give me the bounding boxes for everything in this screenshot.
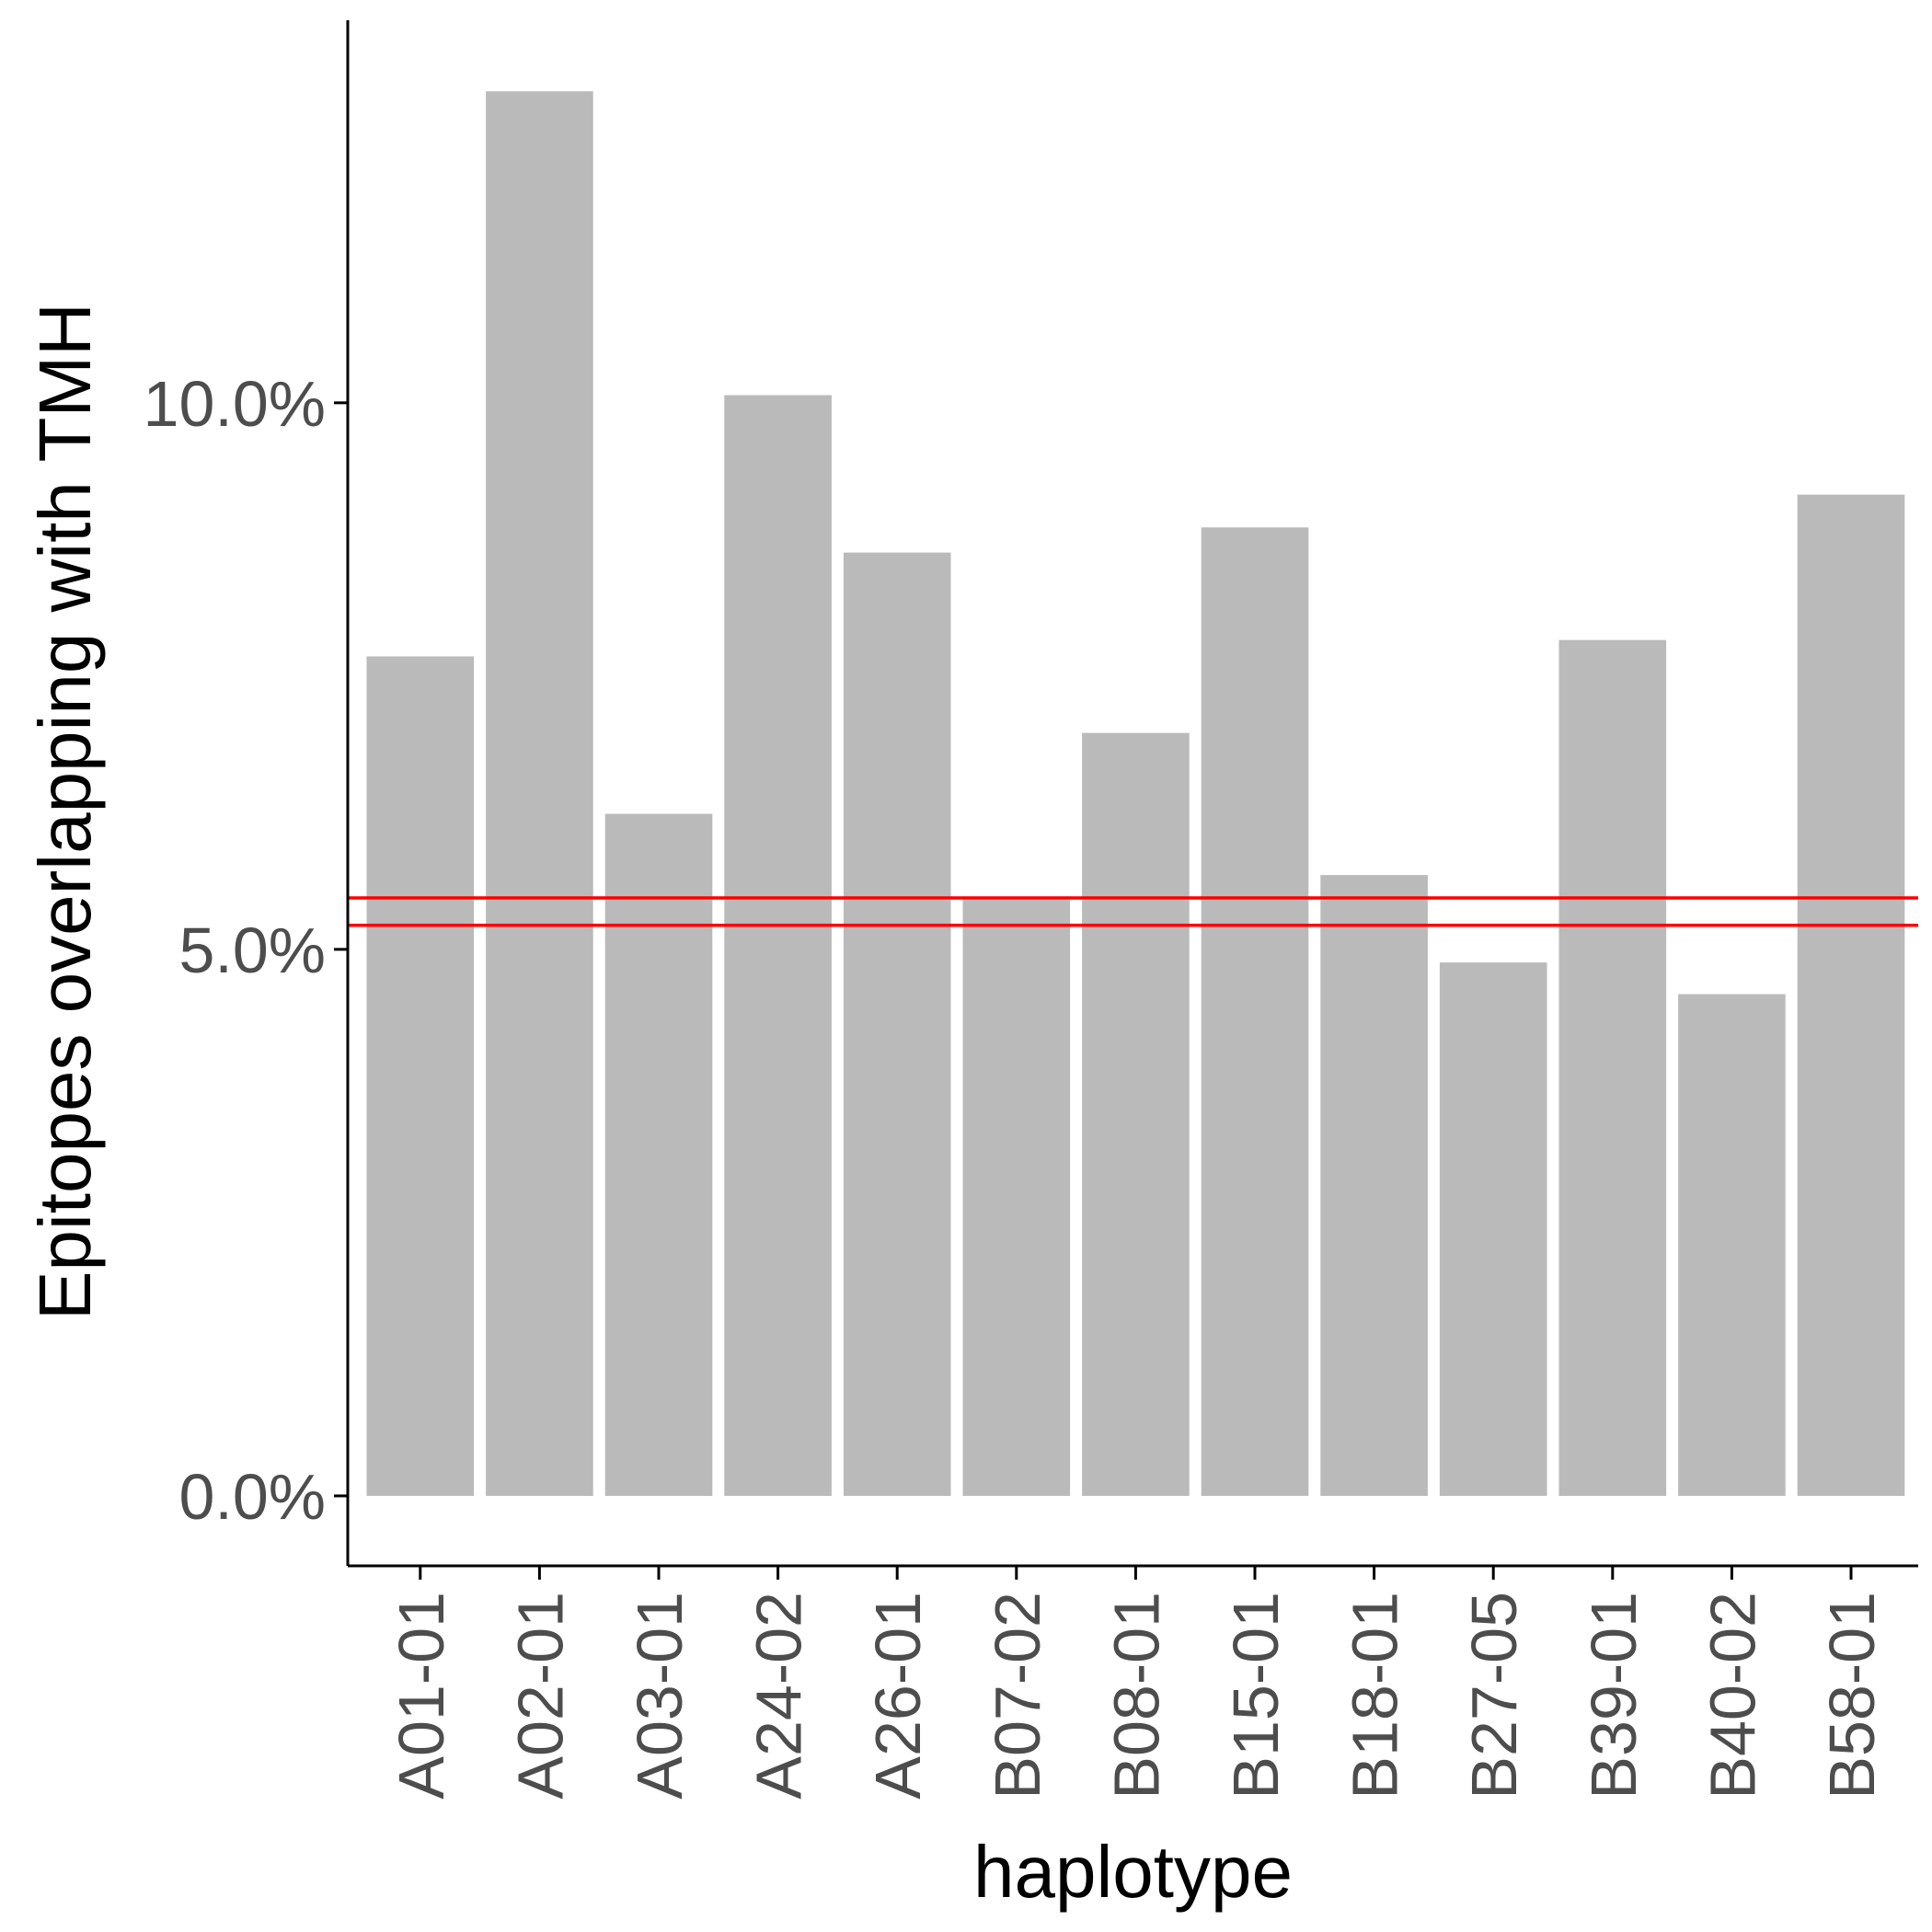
x-ticks-group: A01-01 A02-01 A03-01 A24-02 A26-01 B07-02 B08-… [385, 1566, 1888, 1800]
bars-group [366, 91, 1905, 1496]
x-tick-label-b27-05: B27-05 [1458, 1592, 1530, 1800]
bar-b18-01 [1320, 875, 1428, 1496]
x-tick-label-a26-01: A26-01 [862, 1592, 934, 1800]
bar-b39-01 [1558, 639, 1667, 1496]
reference-lines-group [348, 896, 1918, 927]
x-tick-label-a01-01: A01-01 [385, 1592, 457, 1800]
bar-a26-01 [843, 552, 951, 1496]
bar-b58-01 [1797, 494, 1905, 1496]
x-tick-label-b15-01: B15-01 [1220, 1592, 1292, 1800]
y-ticks-group: 0.0% 5.0% 10.0% [144, 368, 348, 1533]
x-tick-label-b58-01: B58-01 [1816, 1592, 1888, 1800]
x-tick-label-a03-01: A03-01 [624, 1592, 696, 1800]
y-tick-label: 10.0% [144, 368, 326, 440]
bar-b08-01 [1082, 732, 1190, 1496]
x-tick-label-b40-02: B40-02 [1696, 1592, 1768, 1800]
x-tick-label-b08-01: B08-01 [1100, 1592, 1172, 1800]
bar-b27-05 [1439, 962, 1547, 1496]
y-axis-title: Epitopes overlapping with TMH [24, 303, 106, 1320]
x-tick-label-b07-02: B07-02 [982, 1592, 1053, 1800]
y-tick-label: 0.0% [178, 1461, 326, 1533]
bar-b40-02 [1678, 994, 1786, 1496]
x-tick-label-a02-01: A02-01 [504, 1592, 576, 1800]
axes-group [346, 20, 1918, 1568]
x-tick-label-b39-01: B39-01 [1578, 1592, 1650, 1800]
bar-a24-02 [724, 395, 832, 1496]
bar-b07-02 [962, 898, 1071, 1496]
x-tick-label-b18-01: B18-01 [1340, 1592, 1411, 1800]
x-axis-title: haplotype [973, 1831, 1293, 1913]
bar-a01-01 [366, 656, 475, 1496]
x-tick-label-a24-02: A24-02 [743, 1592, 815, 1800]
bar-a03-01 [604, 813, 713, 1496]
bar-a02-01 [486, 91, 593, 1496]
bar-b15-01 [1201, 527, 1309, 1496]
y-tick-label: 5.0% [178, 914, 326, 986]
